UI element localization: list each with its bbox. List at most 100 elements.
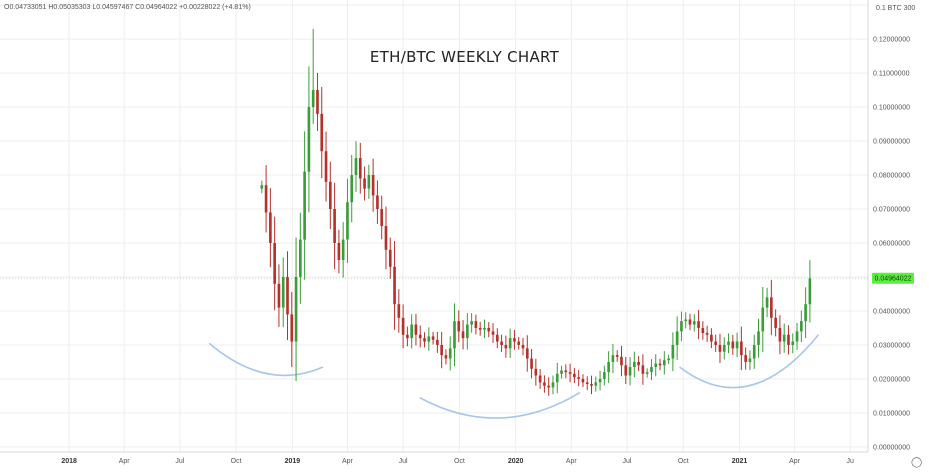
- candle-body: [294, 276, 298, 342]
- candle-body: [722, 344, 726, 352]
- y-tick-label: 0.02000000: [873, 376, 910, 383]
- candle-body: [504, 344, 508, 349]
- candle-body: [483, 327, 486, 330]
- y-tick-label: 0.10000000: [873, 105, 910, 112]
- candle-body: [787, 334, 790, 345]
- candle-body: [782, 334, 786, 342]
- candle-body: [388, 249, 392, 267]
- candle-body: [804, 304, 807, 322]
- candle-body: [675, 331, 679, 345]
- candle-body: [547, 385, 551, 388]
- rounding-arc: [679, 334, 820, 389]
- candle-body: [307, 107, 311, 172]
- y-tick-label: 0.06000000: [873, 240, 910, 247]
- candle-body: [406, 334, 409, 339]
- candle-body: [577, 377, 580, 379]
- candle-body: [705, 333, 709, 335]
- candle-body: [521, 344, 525, 349]
- x-tick-label: Jul: [623, 458, 632, 465]
- candle-body: [324, 151, 328, 182]
- candle-body: [470, 321, 473, 325]
- candle-body: [281, 276, 285, 308]
- candle-body: [260, 185, 264, 189]
- candle-body: [269, 212, 272, 243]
- candle-body: [560, 370, 563, 374]
- x-tick-label: 2018: [61, 458, 77, 465]
- candle-body: [598, 378, 602, 383]
- candle-body: [718, 344, 722, 352]
- candle-body: [594, 382, 598, 386]
- settings-gear-icon[interactable]: ◯: [911, 457, 923, 468]
- candle-body: [799, 321, 803, 332]
- candle-body: [328, 181, 332, 210]
- candle-body: [423, 338, 426, 342]
- x-tick-label: Oct: [231, 458, 242, 465]
- candle-body: [603, 372, 606, 379]
- candle-body: [607, 361, 610, 373]
- candle-body: [448, 348, 452, 359]
- price-scale-label[interactable]: 0.1 BTC 300: [876, 5, 916, 12]
- candle-body: [457, 321, 461, 332]
- x-tick-label: Ju: [847, 458, 855, 465]
- y-tick-label: 0.00000000: [873, 444, 910, 451]
- candle-body: [701, 327, 705, 334]
- candle-body: [530, 358, 533, 369]
- y-tick-label: 0.07000000: [873, 207, 910, 214]
- candle-body: [431, 336, 435, 340]
- candle-body: [363, 178, 366, 189]
- candle-body: [414, 324, 418, 335]
- candle-body: [346, 202, 349, 240]
- x-tick-label: 2021: [732, 458, 748, 465]
- y-tick-label: 0.09000000: [873, 139, 910, 146]
- candle-body: [538, 375, 542, 383]
- chart-title: ETH/BTC WEEKLY CHART: [369, 48, 560, 66]
- candle-body: [795, 331, 799, 342]
- candle-body: [273, 242, 276, 284]
- candle-body: [658, 363, 662, 366]
- candle-body: [688, 319, 692, 325]
- candle-body: [667, 358, 670, 361]
- candle-body: [333, 209, 336, 243]
- candle-body: [761, 307, 765, 332]
- candle-body: [453, 321, 456, 349]
- y-tick-label: 0.08000000: [873, 173, 910, 180]
- candle-body: [350, 175, 354, 203]
- y-tick-label: 0.01000000: [873, 410, 910, 417]
- candle-body: [393, 266, 396, 305]
- candle-body: [358, 158, 362, 179]
- x-tick-label: Apr: [789, 458, 801, 465]
- candle-body: [264, 185, 268, 213]
- candle-body: [633, 361, 636, 368]
- candle-body: [585, 382, 589, 385]
- candle-body: [371, 175, 375, 196]
- candle-body: [440, 344, 443, 356]
- candle-body: [714, 341, 718, 345]
- last-price-label: 0.04964022: [875, 276, 912, 283]
- candle-body: [525, 348, 529, 359]
- y-tick-label: 0.12000000: [873, 37, 910, 44]
- candle-body: [534, 368, 538, 376]
- x-tick-label: Apr: [566, 458, 578, 465]
- x-tick-label: Jul: [175, 458, 184, 465]
- x-tick-label: Oct: [678, 458, 689, 465]
- candle-body: [290, 314, 294, 342]
- candle-body: [637, 361, 640, 366]
- y-tick-label: 0.04000000: [873, 308, 910, 315]
- candle-body: [555, 373, 559, 383]
- candle-body: [367, 175, 371, 189]
- candle-body: [380, 209, 384, 226]
- candle-body: [337, 242, 341, 260]
- candle-body: [436, 339, 439, 345]
- candle-body: [311, 90, 315, 108]
- candle-body: [418, 334, 422, 339]
- candle-body: [808, 278, 812, 305]
- candle-body: [478, 327, 482, 330]
- candle-body: [692, 321, 696, 325]
- candle-body: [286, 276, 289, 315]
- candle-body: [341, 239, 345, 260]
- candle-body: [581, 378, 585, 383]
- candle-body: [397, 304, 401, 318]
- candle-body: [654, 363, 658, 368]
